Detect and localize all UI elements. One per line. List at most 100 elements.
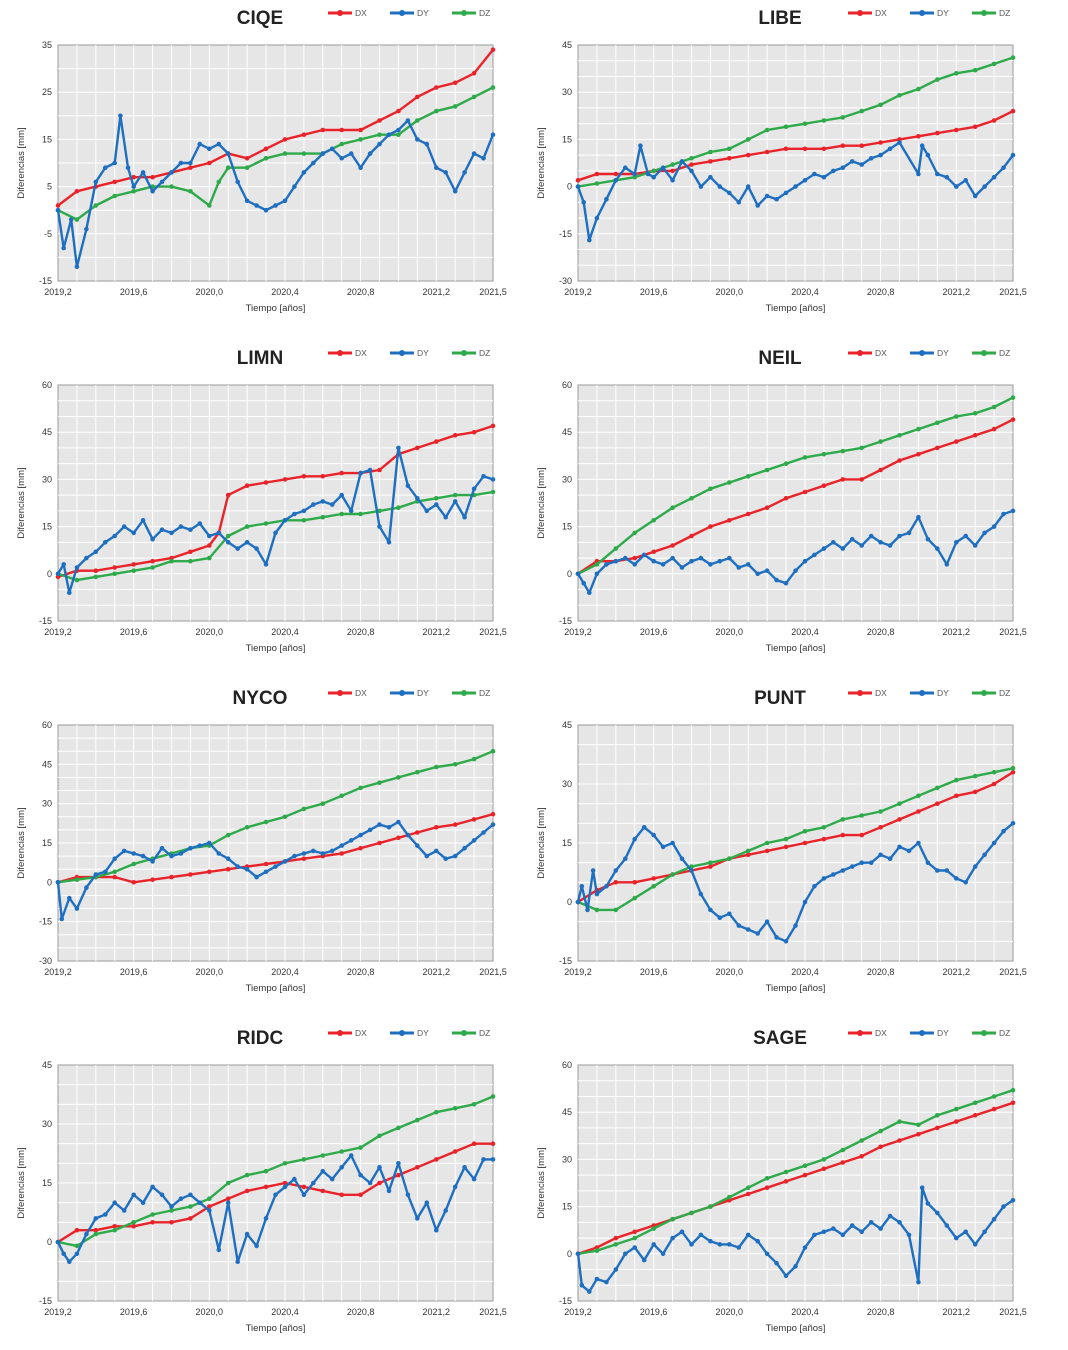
x-tick-label: 2019,2 [564, 1307, 592, 1317]
data-point-dz [764, 127, 770, 133]
data-point-dx [859, 1154, 864, 1159]
data-point-dy [424, 141, 430, 147]
data-point-dy [339, 843, 345, 848]
data-point-dy [481, 1157, 486, 1162]
data-point-dz [613, 1242, 619, 1247]
data-point-dx [263, 146, 269, 152]
data-point-dy [878, 152, 883, 158]
data-point-dy [840, 1232, 846, 1238]
y-tick-label: -30 [39, 956, 52, 966]
data-point-dy [623, 1251, 628, 1257]
data-point-dx [377, 118, 382, 123]
data-point-dy [963, 1229, 968, 1235]
data-point-dx [74, 1227, 80, 1233]
data-point-dz [689, 156, 694, 161]
data-point-dy [367, 827, 373, 833]
data-point-dy [774, 1260, 779, 1266]
data-point-dz [490, 85, 496, 90]
data-point-dy [263, 207, 269, 213]
legend-label: DY [937, 688, 949, 698]
legend-label: DZ [999, 1028, 1010, 1038]
data-point-dy [490, 822, 496, 827]
data-point-dy [745, 562, 751, 567]
data-point-dx [651, 876, 656, 881]
data-point-dz [207, 555, 212, 561]
data-point-dz [802, 1163, 808, 1168]
y-tick-label: 15 [42, 1178, 52, 1188]
data-point-dz [727, 856, 732, 861]
data-point-dy [282, 198, 288, 204]
data-point-dz [225, 1180, 231, 1186]
data-point-dy [311, 502, 316, 507]
data-point-dz [689, 496, 694, 501]
legend-label: DZ [479, 348, 490, 358]
data-point-dx [112, 565, 117, 570]
data-point-dz [320, 801, 326, 806]
data-point-dx [339, 127, 345, 133]
x-tick-label: 2020,8 [347, 627, 375, 637]
x-axis-label: Tiempo [años] [766, 643, 826, 654]
y-tick-label: 0 [47, 569, 52, 579]
data-point-dx [301, 1184, 307, 1190]
data-point-dx [727, 156, 732, 161]
data-point-dx [878, 1144, 883, 1150]
data-point-dz [282, 151, 288, 156]
data-point-dy [301, 851, 307, 856]
legend-item-dx: DX [328, 1028, 367, 1038]
data-point-dy [358, 1172, 363, 1178]
data-point-dx [452, 80, 458, 86]
data-point-dx [916, 134, 921, 139]
y-tick-label: 45 [42, 1060, 52, 1070]
y-tick-label: -15 [559, 229, 572, 239]
data-point-dx [131, 562, 136, 567]
legend-label: DY [417, 348, 429, 358]
data-point-dz [471, 756, 477, 762]
data-point-dy [708, 907, 713, 913]
data-point-dx [131, 880, 136, 885]
y-tick-label: 30 [562, 87, 572, 97]
x-tick-label: 2020,0 [196, 1307, 224, 1317]
data-point-dz [745, 1185, 751, 1190]
data-point-dy [670, 840, 675, 846]
data-point-dz [93, 203, 99, 208]
data-point-dz [632, 174, 637, 180]
x-tick-label: 2020,0 [716, 1307, 744, 1317]
series-dz [575, 1087, 1016, 1257]
data-point-dx [594, 171, 600, 177]
data-point-dy [358, 165, 363, 170]
data-point-dx [689, 533, 694, 539]
data-point-dy [339, 156, 345, 161]
data-point-dy [178, 851, 184, 856]
data-point-dz [954, 1106, 959, 1112]
y-axis-label: Diferencias [mm] [16, 467, 27, 538]
data-point-dz [821, 118, 827, 123]
x-tick-label: 2020,8 [867, 627, 895, 637]
data-point-dx [377, 1180, 382, 1186]
x-tick-label: 2020,4 [271, 967, 299, 977]
data-point-dy [301, 508, 307, 514]
data-point-dx [150, 877, 155, 882]
legend-label: DZ [479, 688, 490, 698]
plot-area [577, 1064, 1014, 1302]
x-tick-label: 2021,2 [942, 287, 970, 297]
data-point-dz [745, 474, 751, 479]
data-point-dx [916, 809, 921, 814]
data-point-dz [651, 884, 656, 889]
data-point-dx [490, 47, 496, 52]
data-point-dx [783, 146, 789, 152]
data-point-dy [112, 533, 117, 539]
x-tick-label: 2021,5 [479, 1307, 507, 1317]
data-point-dy [282, 1184, 288, 1190]
data-point-dx [188, 1216, 193, 1221]
data-point-dy [604, 884, 609, 889]
data-point-dx [244, 156, 250, 161]
x-axis-label: Tiempo [años] [766, 1323, 826, 1334]
data-point-dz [244, 165, 250, 170]
data-point-dy [84, 1231, 89, 1237]
data-point-dx [471, 429, 477, 435]
data-point-dx [131, 1224, 136, 1229]
data-point-dy [254, 1243, 259, 1249]
data-point-dz [878, 809, 883, 814]
data-point-dy [774, 935, 779, 940]
data-point-dy [859, 162, 864, 167]
